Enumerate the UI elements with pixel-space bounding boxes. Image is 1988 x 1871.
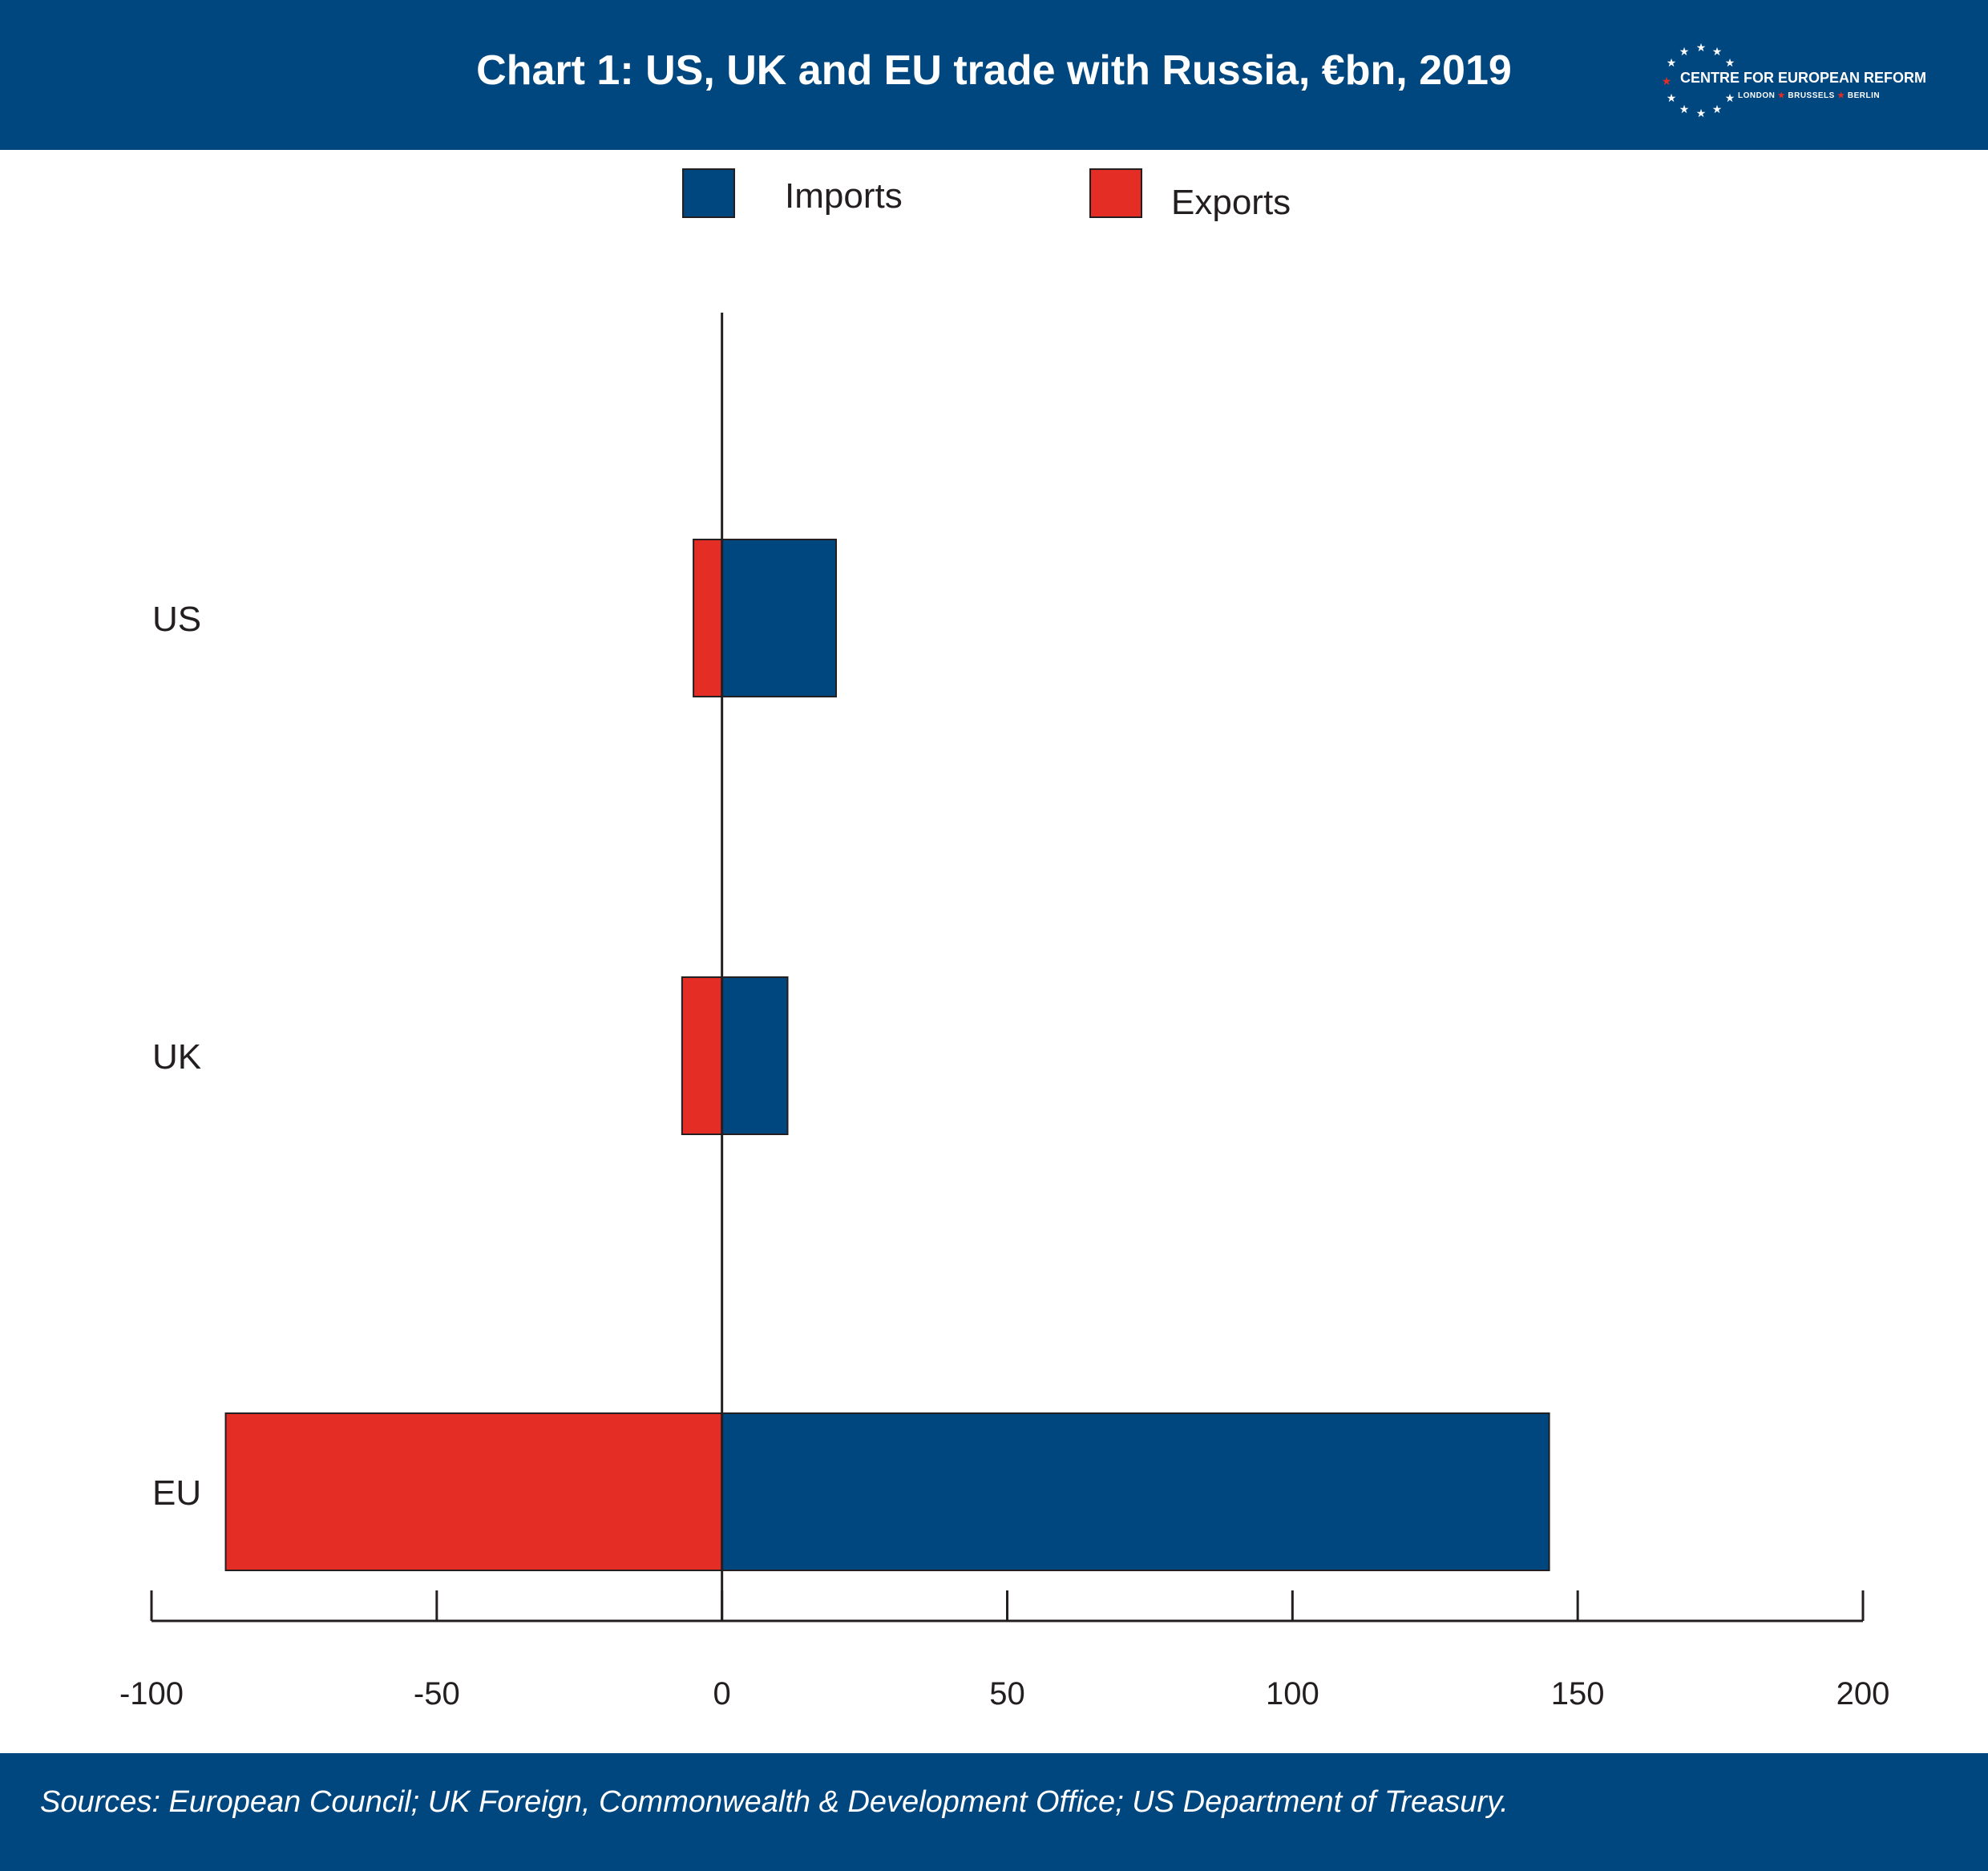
bar-imports-us [721,539,838,697]
source-note: Sources: European Council; UK Foreign, C… [40,1785,1509,1819]
x-tick-label: 50 [989,1676,1025,1711]
footer-bar: Sources: European Council; UK Foreign, C… [0,1753,1988,1871]
category-label-eu: EU [152,1473,201,1513]
logo-city: LONDON [1738,91,1776,100]
logo-city: BERLIN [1847,91,1881,100]
svg-text:★: ★ [1667,92,1677,105]
cer-logo: ★ ★ ★ ★ ★ ★ ★ ★ ★ ★ ★ CENTRE FOR EUROPEAN REFOR… [1650,37,1930,125]
x-tick-label: -100 [119,1676,184,1711]
logo-city: BRUSSELS [1788,91,1835,100]
bar-exports-uk [681,976,723,1135]
chart-title: Chart 1: US, UK and EU trade with Russia… [476,47,1512,94]
logo-wordmark: CENTRE FOR EUROPEAN REFORM [1680,70,1927,86]
legend-label-imports: Imports [785,176,903,216]
svg-text:★: ★ [1725,57,1735,70]
legend-swatch-imports [682,168,735,218]
star-icon: ★ [1777,91,1788,100]
svg-text:★: ★ [1725,92,1735,105]
svg-text:★: ★ [1696,107,1707,120]
svg-text:★: ★ [1696,42,1707,55]
svg-text:★: ★ [1712,46,1723,59]
category-label-uk: UK [152,1037,201,1077]
eu-stars-icon: ★★★ ★★ ★ ★★★★ ★ [1662,42,1735,120]
bar-imports-eu [721,1412,1550,1571]
x-tick-label: 150 [1551,1676,1605,1711]
bar-exports-eu [224,1412,723,1571]
bar-imports-uk [721,976,789,1135]
svg-text:★: ★ [1662,75,1672,88]
x-tick-label: 0 [713,1676,731,1711]
bar-exports-us [693,539,723,697]
x-tick-label: -50 [414,1676,460,1711]
bar-chart: -100 -50 0 50 100 150 200 US UK EU [119,313,1890,1711]
legend-label-exports: Exports [1171,183,1291,222]
svg-text:★: ★ [1667,57,1677,70]
x-tick-label: 200 [1836,1676,1890,1711]
x-tick-label: 100 [1266,1676,1319,1711]
svg-text:★: ★ [1679,46,1690,59]
legend-swatch-exports [1089,168,1142,218]
category-label-us: US [152,600,201,639]
star-icon: ★ [1837,91,1848,100]
logo-cities: LONDON ★ BRUSSELS ★ BERLIN [1738,91,1880,100]
svg-text:★: ★ [1679,103,1690,116]
svg-text:★: ★ [1712,103,1723,116]
header-bar: Chart 1: US, UK and EU trade with Russia… [0,0,1988,150]
